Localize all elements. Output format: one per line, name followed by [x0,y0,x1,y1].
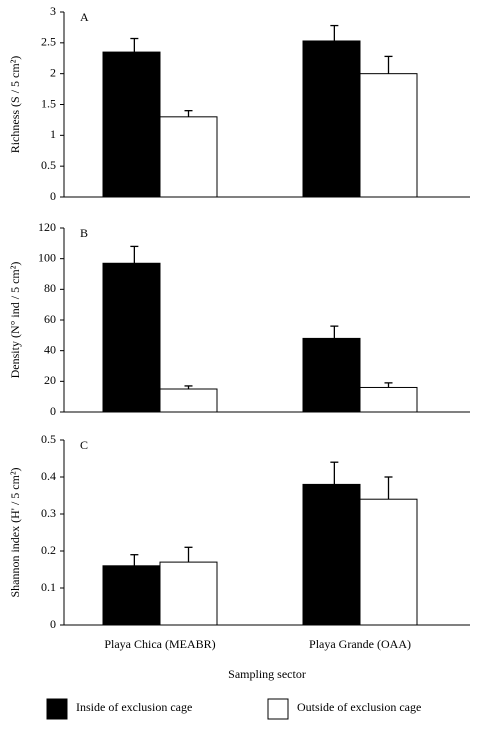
bar [159,116,218,198]
y-tick-label: 0.4 [41,469,56,483]
panel-label: C [80,438,88,452]
bar [359,498,418,626]
y-tick-label: 0.3 [41,506,56,520]
y-tick-label: 0 [50,189,56,203]
bar [102,262,161,413]
legend-swatch [46,698,68,720]
y-tick-label: 0 [50,617,56,631]
y-tick-label: 3 [50,4,56,18]
y-axis-label: Shannon index (H' / 5 cm²) [8,467,22,597]
bar [159,561,218,626]
x-tick-label: Playa Chica (MEABR) [104,637,215,651]
bar [102,565,161,626]
y-tick-label: 0.2 [41,543,56,557]
y-tick-label: 0.5 [41,432,56,446]
y-tick-label: 2.5 [41,35,56,49]
y-tick-label: 40 [44,342,56,356]
bar [359,386,418,413]
y-tick-label: 120 [38,220,56,234]
bar [302,40,361,198]
legend-label: Outside of exclusion cage [297,700,421,714]
bar [159,388,218,413]
y-tick-label: 20 [44,373,56,387]
legend-swatch [267,698,289,720]
y-tick-label: 60 [44,312,56,326]
panel-label: A [80,10,89,24]
y-tick-label: 2 [50,65,56,79]
y-tick-label: 80 [44,281,56,295]
y-tick-label: 0.5 [41,158,56,172]
y-tick-label: 1.5 [41,96,56,110]
y-axis-label: Richness (S / 5 cm²) [8,56,22,154]
y-tick-label: 0.1 [41,580,56,594]
y-axis-label: Density (N° ind / 5 cm²) [8,262,22,379]
x-tick-label: Playa Grande (OAA) [309,637,411,651]
bar [302,483,361,626]
bar [359,73,418,198]
y-tick-label: 0 [50,404,56,418]
panel-label: B [80,226,88,240]
x-axis-label: Sampling sector [228,667,306,681]
legend-label: Inside of exclusion cage [76,700,192,714]
y-tick-label: 1 [50,127,56,141]
y-tick-label: 100 [38,250,56,264]
bar [102,51,161,198]
bar [302,337,361,413]
